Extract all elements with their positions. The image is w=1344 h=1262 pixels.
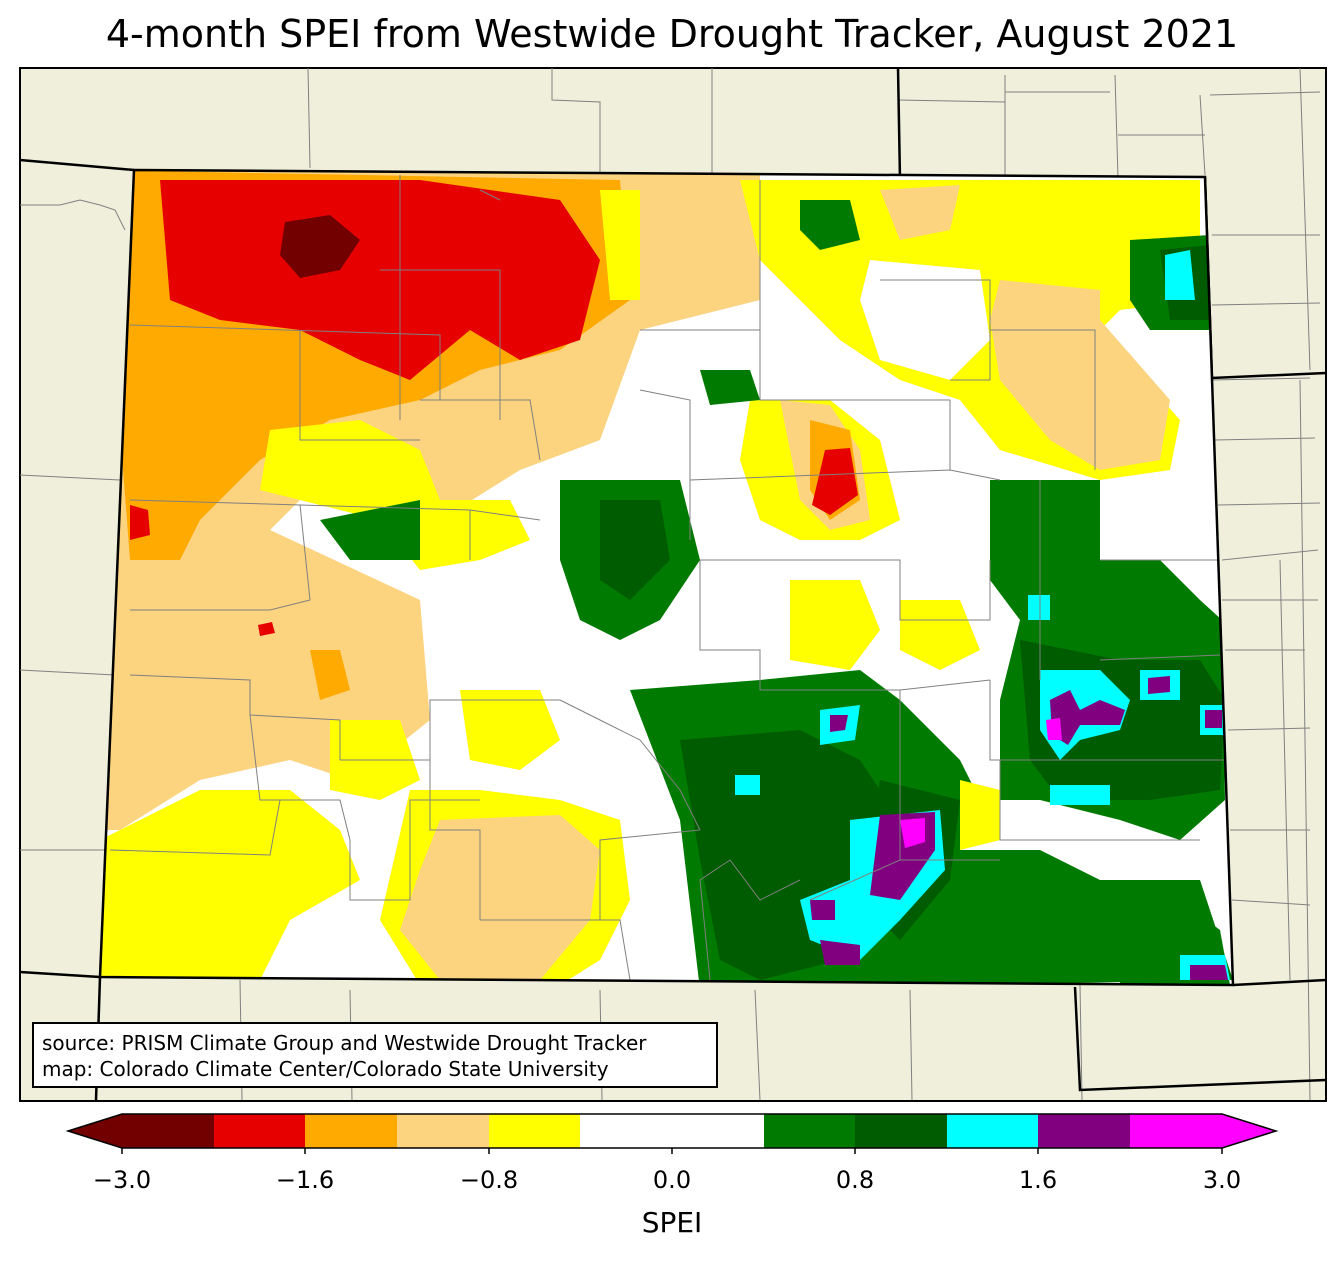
- colorbar-extend-right: [1222, 1114, 1276, 1148]
- colorbar-tick: 3.0: [1202, 1166, 1242, 1194]
- source-line: source: PRISM Climate Group and Westwide…: [42, 1031, 647, 1055]
- colorbar-bin: [580, 1114, 764, 1148]
- colorbar-bin: [305, 1114, 397, 1148]
- colorbar-tick: 1.6: [1018, 1166, 1058, 1194]
- spei-colorbar: [65, 1113, 1279, 1154]
- colorbar-bin: [1038, 1114, 1130, 1148]
- colorbar-extend-left: [68, 1114, 122, 1148]
- colorbar-bin: [489, 1114, 580, 1148]
- colorbar-tick: 0.8: [835, 1166, 875, 1194]
- source-credit-box: source: PRISM Climate Group and Westwide…: [32, 1022, 718, 1088]
- map-credit-line: map: Colorado Climate Center/Colorado St…: [42, 1057, 609, 1081]
- colorbar-bin: [122, 1114, 214, 1148]
- colorbar-tick: 0.0: [652, 1166, 692, 1194]
- colorbar-bin: [397, 1114, 489, 1148]
- colorado-boundary: [98, 168, 1235, 987]
- colorbar-bin: [764, 1114, 855, 1148]
- county-lines: [109, 175, 1225, 981]
- colorbar-tick: −3.0: [92, 1166, 152, 1194]
- colorbar-tick: −1.6: [275, 1166, 335, 1194]
- colorbar-label: SPEI: [641, 1206, 703, 1239]
- colorbar-bin: [947, 1114, 1038, 1148]
- colorbar-bin: [1130, 1114, 1222, 1148]
- spei-field: [100, 170, 1233, 985]
- colorbar-bin: [855, 1114, 947, 1148]
- colorbar-tick: −0.8: [459, 1166, 519, 1194]
- map-title: 4-month SPEI from Westwide Drought Track…: [105, 12, 1239, 56]
- colorbar-bin: [214, 1114, 305, 1148]
